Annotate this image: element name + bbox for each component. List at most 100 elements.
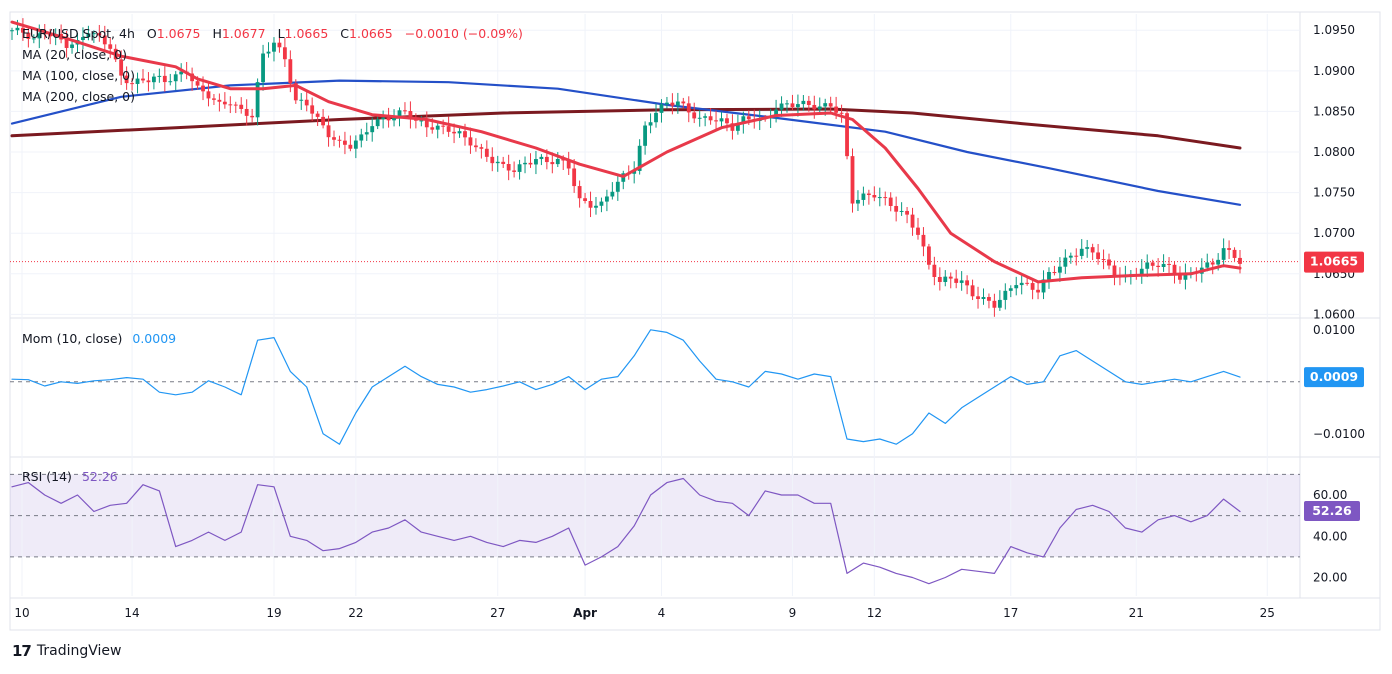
candle-body xyxy=(403,110,407,112)
candle-body xyxy=(654,112,658,123)
candle-body xyxy=(1068,255,1073,258)
price-tag: 1.0665 xyxy=(1304,251,1364,273)
mom-axis-tick: 0.0100 xyxy=(1313,323,1355,337)
candle-body xyxy=(703,116,708,118)
candle-body xyxy=(1145,262,1150,269)
candle-body xyxy=(91,33,96,35)
candle-body xyxy=(828,103,833,107)
candle-body xyxy=(212,98,216,100)
candle-body xyxy=(397,110,402,117)
candle-body xyxy=(1003,290,1008,300)
candle-body xyxy=(435,125,440,130)
candles-layer[interactable] xyxy=(10,18,1242,317)
candle-body xyxy=(81,37,85,40)
rsi-legend-value: 52.26 xyxy=(82,469,118,484)
candle-body xyxy=(861,193,866,200)
tradingview-brand[interactable]: 17 TradingView xyxy=(12,642,121,660)
candle-body xyxy=(1112,265,1117,277)
candle-body xyxy=(583,198,587,201)
candle-body xyxy=(195,81,200,86)
candle-body xyxy=(353,140,358,149)
candle-body xyxy=(1041,279,1046,293)
candle-body xyxy=(1107,259,1111,266)
candle-body xyxy=(839,112,844,114)
ma20-legend[interactable]: MA (20, close, 0) xyxy=(22,47,127,62)
candle-body xyxy=(151,76,156,83)
candle-body xyxy=(1156,265,1161,267)
candle-body xyxy=(408,111,413,120)
mom-legend-value: 0.0009 xyxy=(132,331,176,346)
time-axis-tick: 9 xyxy=(789,606,797,620)
ma200-legend[interactable]: MA (200, close, 0) xyxy=(22,89,135,104)
candle-body xyxy=(102,35,107,45)
candle-body xyxy=(430,127,435,130)
mom-line xyxy=(11,329,1241,445)
candle-body xyxy=(785,103,789,105)
candle-body xyxy=(517,164,522,172)
candle-body xyxy=(364,132,369,135)
low-value: 1.0665 xyxy=(285,26,329,41)
candle-body xyxy=(877,197,882,199)
candle-body xyxy=(572,168,577,187)
mom-legend[interactable]: Mom (10, close) 0.0009 xyxy=(22,331,176,346)
ma20-line xyxy=(10,20,1242,284)
ma100-legend[interactable]: MA (100, close, 0) xyxy=(22,68,135,83)
candle-body xyxy=(321,116,326,126)
price-axis-tick: 1.0700 xyxy=(1313,226,1355,240)
candle-body xyxy=(866,193,871,196)
candle-body xyxy=(146,80,151,83)
candle-body xyxy=(244,108,249,116)
candle-body xyxy=(746,116,751,120)
candle-body xyxy=(250,115,255,118)
candle-body xyxy=(272,42,276,52)
candle-body xyxy=(1139,268,1144,276)
candle-body xyxy=(1216,259,1221,265)
price-axis-tick: 1.0900 xyxy=(1313,64,1355,78)
rsi-tag: 52.26 xyxy=(1304,500,1360,521)
candle-body xyxy=(512,170,517,172)
ma200-layer xyxy=(10,107,1242,150)
candle-body xyxy=(119,59,124,76)
open-value: 1.0675 xyxy=(157,26,201,41)
candle-body xyxy=(299,99,304,101)
candle-body xyxy=(659,104,664,113)
candle-body xyxy=(173,74,178,82)
candle-body xyxy=(42,33,47,35)
close-value: 1.0665 xyxy=(349,26,393,41)
change-value: −0.0010 (−0.09%) xyxy=(405,26,523,41)
candle-body xyxy=(1019,282,1024,286)
header-legend: EUR/USD Spot, 4h O1.0675 H1.0677 L1.0665… xyxy=(22,26,523,41)
candle-body xyxy=(255,82,260,118)
candle-body xyxy=(845,113,849,157)
candle-body xyxy=(162,75,167,83)
time-axis-tick: 4 xyxy=(658,606,666,620)
rsi-legend[interactable]: RSI (14) 52.26 xyxy=(22,469,118,484)
candle-body xyxy=(381,117,386,120)
candle-body xyxy=(588,200,593,208)
candle-body xyxy=(315,113,320,117)
price-axis-tick: 1.0850 xyxy=(1313,104,1355,118)
candle-body xyxy=(1047,271,1051,280)
candle-body xyxy=(201,85,205,92)
candle-body xyxy=(997,299,1002,308)
candle-body xyxy=(97,33,102,36)
candle-body xyxy=(135,78,140,84)
candle-body xyxy=(48,34,53,37)
candle-body xyxy=(735,123,740,131)
candle-body xyxy=(681,101,686,104)
candle-body xyxy=(70,44,74,48)
candle-body xyxy=(26,32,31,39)
candle-body xyxy=(490,156,495,164)
high-value: 1.0677 xyxy=(222,26,266,41)
candle-body xyxy=(288,59,293,84)
candle-body xyxy=(359,134,364,141)
mom-tag-bg xyxy=(1304,367,1364,388)
candle-body xyxy=(506,164,511,171)
candle-body xyxy=(708,116,713,121)
candle-body xyxy=(1096,252,1101,260)
candle-body xyxy=(501,161,506,165)
candle-body xyxy=(108,44,113,49)
candle-body xyxy=(386,117,391,121)
mom-axis-tick: −0.0100 xyxy=(1313,427,1365,441)
